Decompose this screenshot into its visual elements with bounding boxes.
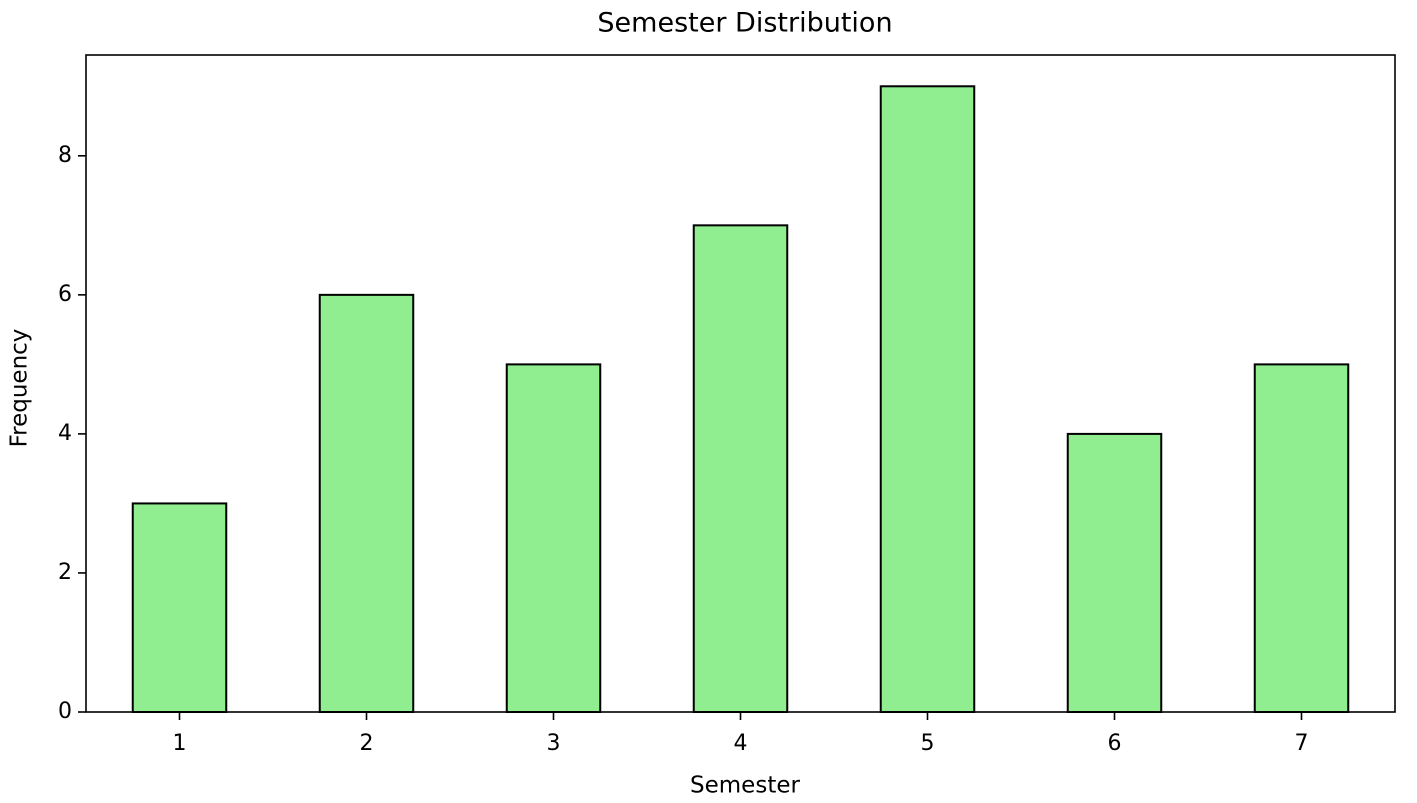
chart-title: Semester Distribution — [597, 8, 892, 39]
x-axis-label: Semester — [690, 773, 800, 799]
x-tick-label: 3 — [547, 731, 561, 756]
x-tick-label: 7 — [1295, 731, 1309, 756]
bar — [1066, 432, 1163, 713]
bar — [505, 363, 602, 713]
y-tick-label: 4 — [58, 421, 72, 446]
y-tick-label: 8 — [58, 143, 72, 168]
y-tick-label: 6 — [58, 282, 72, 307]
bar — [131, 502, 228, 713]
y-tick-label: 2 — [58, 560, 72, 585]
x-tick-label: 4 — [734, 731, 748, 756]
x-tick-label: 5 — [921, 731, 935, 756]
x-tick-label: 1 — [173, 731, 187, 756]
x-tick-label: 6 — [1108, 731, 1122, 756]
plot-frame — [85, 54, 1396, 713]
bar — [318, 293, 415, 713]
y-tick-label: 0 — [58, 699, 72, 724]
bar — [692, 224, 789, 713]
bar — [879, 85, 976, 714]
y-axis-label: Frequency — [7, 329, 33, 448]
x-tick-label: 2 — [360, 731, 374, 756]
bar — [1253, 363, 1350, 713]
